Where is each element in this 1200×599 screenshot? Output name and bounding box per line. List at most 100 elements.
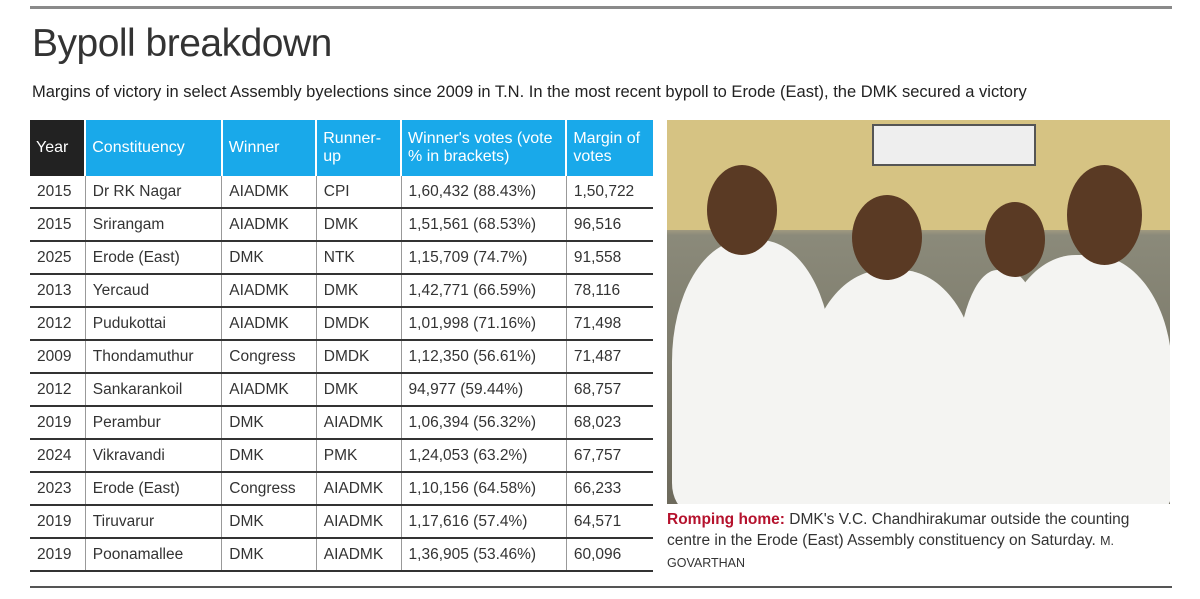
table-cell: 2024 — [30, 439, 86, 473]
table-row: 2009 Thondamuthur Congress DMDK 1,12,350 (56… — [30, 340, 653, 374]
table-cell: DMDK — [316, 340, 402, 374]
caption-lead: Romping home: — [667, 511, 785, 528]
table-row: 2024 Vikravandi DMK PMK 1,24,053 (63.2%) 67,7… — [30, 439, 653, 473]
table-cell: 66,233 — [566, 472, 653, 506]
table-cell: Congress — [221, 472, 317, 506]
caption-text: DMK's V.C. Chandhirakumar outside the co… — [667, 511, 1130, 549]
table-cell: 60,096 — [566, 538, 653, 572]
photo-credit: M. GOVARTHAN — [667, 534, 1114, 570]
person — [997, 255, 1170, 504]
person-head — [985, 202, 1045, 277]
table-cell: 1,60,432 (88.43%) — [401, 176, 567, 209]
table-header-row: Year Constituency Winner Runner-up Winner's … — [30, 120, 653, 176]
table-cell: 2015 — [30, 208, 86, 242]
table-cell: 1,24,053 (63.2%) — [401, 439, 567, 473]
table-row: 2019 Tiruvarur DMK AIADMK 1,17,616 (57.4%) 64… — [30, 505, 653, 539]
table-cell: Erode (East) — [85, 241, 223, 275]
table-cell: Tiruvarur — [85, 505, 223, 539]
person-head — [852, 195, 922, 280]
table-cell: 91,558 — [566, 241, 653, 275]
table-cell: CPI — [316, 176, 402, 209]
table-cell: 2013 — [30, 274, 86, 308]
person-head — [707, 165, 777, 255]
table-cell: 67,757 — [566, 439, 653, 473]
table-cell: 1,17,616 (57.4%) — [401, 505, 567, 539]
table-cell: 71,498 — [566, 307, 653, 341]
table-cell: 1,12,350 (56.61%) — [401, 340, 567, 374]
column-header: Runner-up — [316, 120, 403, 176]
table-cell: 1,10,156 (64.58%) — [401, 472, 567, 506]
table-cell: Pudukottai — [85, 307, 223, 341]
table-cell: 1,51,561 (68.53%) — [401, 208, 567, 242]
table-cell: 2012 — [30, 307, 86, 341]
table-row: 2012 Sankarankoil AIADMK DMK 94,977 (59.44%)… — [30, 373, 653, 407]
person — [807, 270, 977, 504]
table-cell: 2025 — [30, 241, 86, 275]
table-cell: DMK — [221, 505, 317, 539]
table-cell: 2019 — [30, 505, 86, 539]
table-cell: PMK — [316, 439, 402, 473]
table-cell: Congress — [221, 340, 317, 374]
table-cell: DMDK — [316, 307, 402, 341]
table-row: 2015 Srirangam AIADMK DMK 1,51,561 (68.53%) 9… — [30, 208, 653, 242]
table-cell: AIADMK — [221, 307, 317, 341]
table-row: 2023 Erode (East) Congress AIADMK 1,10,156 (… — [30, 472, 653, 506]
table-row: 2015 Dr RK Nagar AIADMK CPI 1,60,432 (88.43%… — [30, 176, 653, 209]
table-cell: AIADMK — [221, 274, 317, 308]
bypoll-table: Year Constituency Winner Runner-up Winner's … — [30, 120, 653, 572]
table-cell: 2009 — [30, 340, 86, 374]
table-row: 2012 Pudukottai AIADMK DMDK 1,01,998 (71.16%… — [30, 307, 653, 341]
bottom-rule — [30, 586, 1172, 588]
table-cell: 1,42,771 (66.59%) — [401, 274, 567, 308]
person-head — [1067, 165, 1142, 265]
table-cell: Yercaud — [85, 274, 223, 308]
table-cell: DMK — [221, 538, 317, 572]
counting-centre-sign — [872, 124, 1036, 166]
table-cell: 1,36,905 (53.46%) — [401, 538, 567, 572]
table-cell: 1,06,394 (56.32%) — [401, 406, 567, 440]
table-cell: DMK — [316, 373, 402, 407]
table-cell: 78,116 — [566, 274, 653, 308]
table-cell: 2019 — [30, 538, 86, 572]
table-cell: AIADMK — [316, 538, 402, 572]
news-photo — [667, 120, 1170, 504]
column-header: Constituency — [85, 120, 223, 176]
table-row: 2019 Perambur DMK AIADMK 1,06,394 (56.32%) 68… — [30, 406, 653, 440]
table-cell: Poonamallee — [85, 538, 223, 572]
table-cell: AIADMK — [316, 472, 402, 506]
table-cell: 1,15,709 (74.7%) — [401, 241, 567, 275]
table-cell: 96,516 — [566, 208, 653, 242]
table-cell: 64,571 — [566, 505, 653, 539]
table-cell: Vikravandi — [85, 439, 223, 473]
page-title: Bypoll breakdown — [32, 22, 332, 65]
table-cell: Sankarankoil — [85, 373, 223, 407]
table-cell: 71,487 — [566, 340, 653, 374]
table-cell: AIADMK — [221, 373, 317, 407]
table-cell: 2015 — [30, 176, 86, 209]
table-cell: AIADMK — [221, 176, 317, 209]
table-cell: DMK — [316, 208, 402, 242]
column-header: Margin of votes — [566, 120, 653, 176]
column-header: Year — [30, 120, 87, 176]
table-row: 2013 Yercaud AIADMK DMK 1,42,771 (66.59%) 78,… — [30, 274, 653, 308]
table-cell: DMK — [316, 274, 402, 308]
top-rule — [30, 6, 1172, 9]
table-cell: DMK — [221, 241, 317, 275]
table-cell: 2019 — [30, 406, 86, 440]
table-cell: 68,757 — [566, 373, 653, 407]
table-cell: 68,023 — [566, 406, 653, 440]
table-cell: Thondamuthur — [85, 340, 223, 374]
table-cell: 2023 — [30, 472, 86, 506]
table-cell: AIADMK — [316, 406, 402, 440]
table-cell: 94,977 (59.44%) — [401, 373, 567, 407]
table-cell: AIADMK — [221, 208, 317, 242]
photo-caption: Romping home: DMK's V.C. Chandhirakumar … — [667, 509, 1172, 574]
table-cell: AIADMK — [316, 505, 402, 539]
table-cell: Srirangam — [85, 208, 223, 242]
column-header: Winner's votes (vote % in brackets) — [401, 120, 568, 176]
subtitle: Margins of victory in select Assembly by… — [32, 83, 1027, 101]
table-cell: Dr RK Nagar — [85, 176, 223, 209]
table-row: 2019 Poonamallee DMK AIADMK 1,36,905 (53.46%… — [30, 538, 653, 572]
table-cell: 2012 — [30, 373, 86, 407]
table-cell: NTK — [316, 241, 402, 275]
